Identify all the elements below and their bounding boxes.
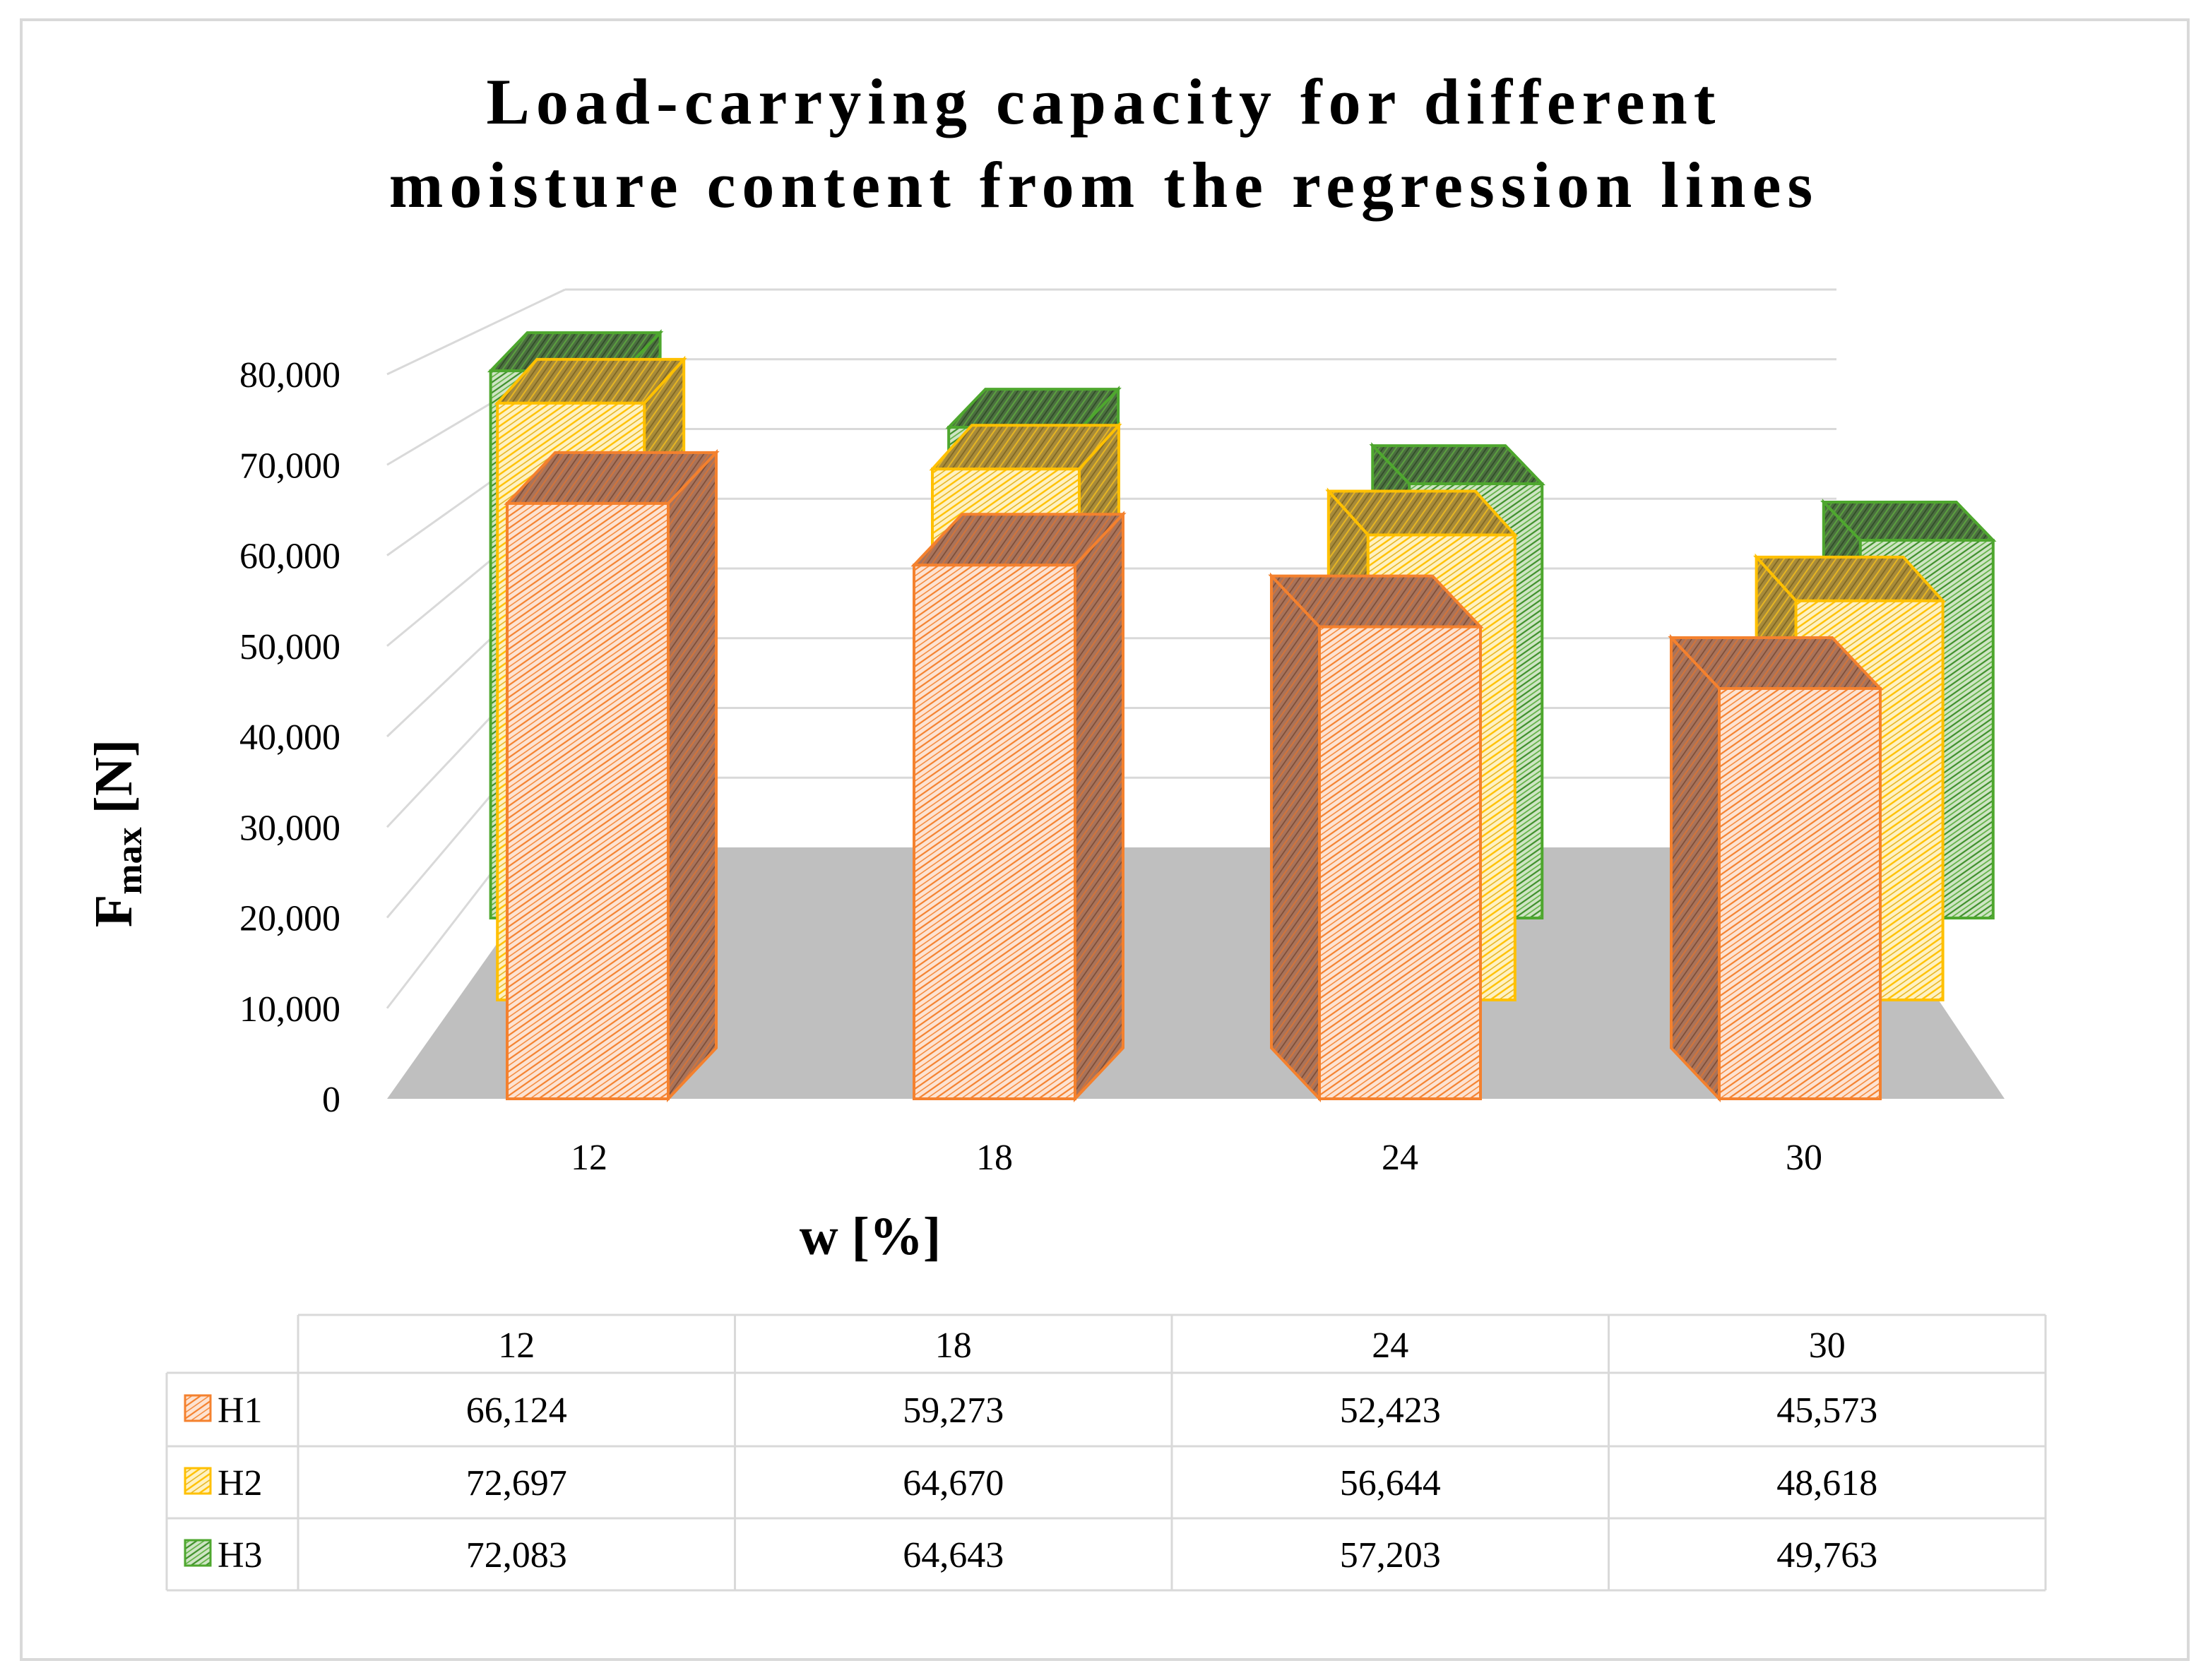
y-tick-label: 70,000	[239, 446, 340, 486]
chart-floor	[387, 847, 2005, 1099]
x-tick-label: 18	[976, 1138, 1013, 1178]
bar-side-face	[1270, 572, 1321, 1103]
x-tick-label: 30	[1786, 1138, 1822, 1178]
y-tick-label: 0	[322, 1080, 340, 1120]
y-tick-label: 60,000	[239, 537, 340, 577]
table-value-cell: 72,697	[466, 1463, 567, 1503]
y-axis-ticks: 0 10,000 20,000 30,000 40,000 50,000 60,000 70,…	[239, 355, 340, 1120]
y-tick-label: 10,000	[239, 989, 340, 1030]
table-value-cell: 45,573	[1776, 1390, 1877, 1431]
bar-h1-12	[504, 448, 720, 1103]
chart-title-line-1: Load-carrying capacity for different	[487, 66, 1722, 138]
legend-key-h2	[184, 1467, 212, 1495]
bar-front-face	[1318, 625, 1482, 1100]
legend-label-h2: H2	[218, 1463, 263, 1503]
bar-h1-30	[1668, 633, 1884, 1103]
x-axis-title: w [%]	[800, 1207, 942, 1266]
y-tick-label: 40,000	[239, 717, 340, 758]
gridline-side	[386, 288, 566, 376]
gridlines	[386, 288, 1836, 1009]
y-axis-title-main: F	[84, 895, 143, 927]
legend-label-h3: H3	[218, 1535, 263, 1575]
y-tick-label: 20,000	[239, 899, 340, 939]
table-header-cell: 18	[935, 1325, 972, 1366]
table-value-cell: 49,763	[1776, 1535, 1877, 1575]
y-tick-label: 80,000	[239, 355, 340, 395]
table-header-cell: 12	[498, 1325, 535, 1366]
x-tick-label: 12	[571, 1138, 607, 1178]
bars	[487, 329, 1997, 1103]
bar-side-face	[1074, 511, 1124, 1103]
y-axis-title-sub: max	[109, 827, 150, 894]
y-axis-title: Fmax [N]	[84, 739, 150, 927]
legend-label-h1: H1	[218, 1390, 263, 1431]
bar-front-face	[913, 564, 1076, 1100]
bar-h1-24	[1268, 572, 1484, 1103]
bar-front-face	[1718, 686, 1882, 1100]
data-table: 12 18 24 30 H1 66,124 59,273 52,423 45,573 H2 72,6…	[165, 1313, 2047, 1592]
table-value-cell: 66,124	[466, 1390, 567, 1431]
table-value-cell: 52,423	[1340, 1390, 1441, 1431]
table-value-cell: 48,618	[1776, 1463, 1877, 1503]
table-header-cell: 30	[1809, 1325, 1846, 1366]
table-value-cell: 59,273	[903, 1390, 1004, 1431]
bar-front-face	[506, 501, 670, 1100]
table-value-cell: 56,644	[1340, 1463, 1441, 1503]
table-value-cell: 64,670	[903, 1463, 1004, 1503]
table-value-cell: 72,083	[466, 1535, 567, 1575]
x-tick-label: 24	[1382, 1138, 1418, 1178]
table-header-cell: 24	[1372, 1325, 1408, 1366]
bar-side-face	[1670, 633, 1721, 1103]
legend-key-h3	[184, 1539, 212, 1567]
table-value-cell: 57,203	[1340, 1535, 1441, 1575]
y-tick-label: 30,000	[239, 808, 340, 848]
table-value-cell: 64,643	[903, 1535, 1004, 1575]
legend-key-h1	[184, 1394, 212, 1422]
bar-side-face	[667, 448, 718, 1103]
x-axis-ticks: 12 18 24 30	[571, 1138, 1822, 1178]
y-axis-title-unit: [N]	[84, 739, 143, 828]
chart-title-line-2: moisture content from the regression lin…	[389, 149, 1819, 221]
bar-h1-18	[910, 511, 1127, 1103]
y-tick-label: 50,000	[239, 627, 340, 667]
